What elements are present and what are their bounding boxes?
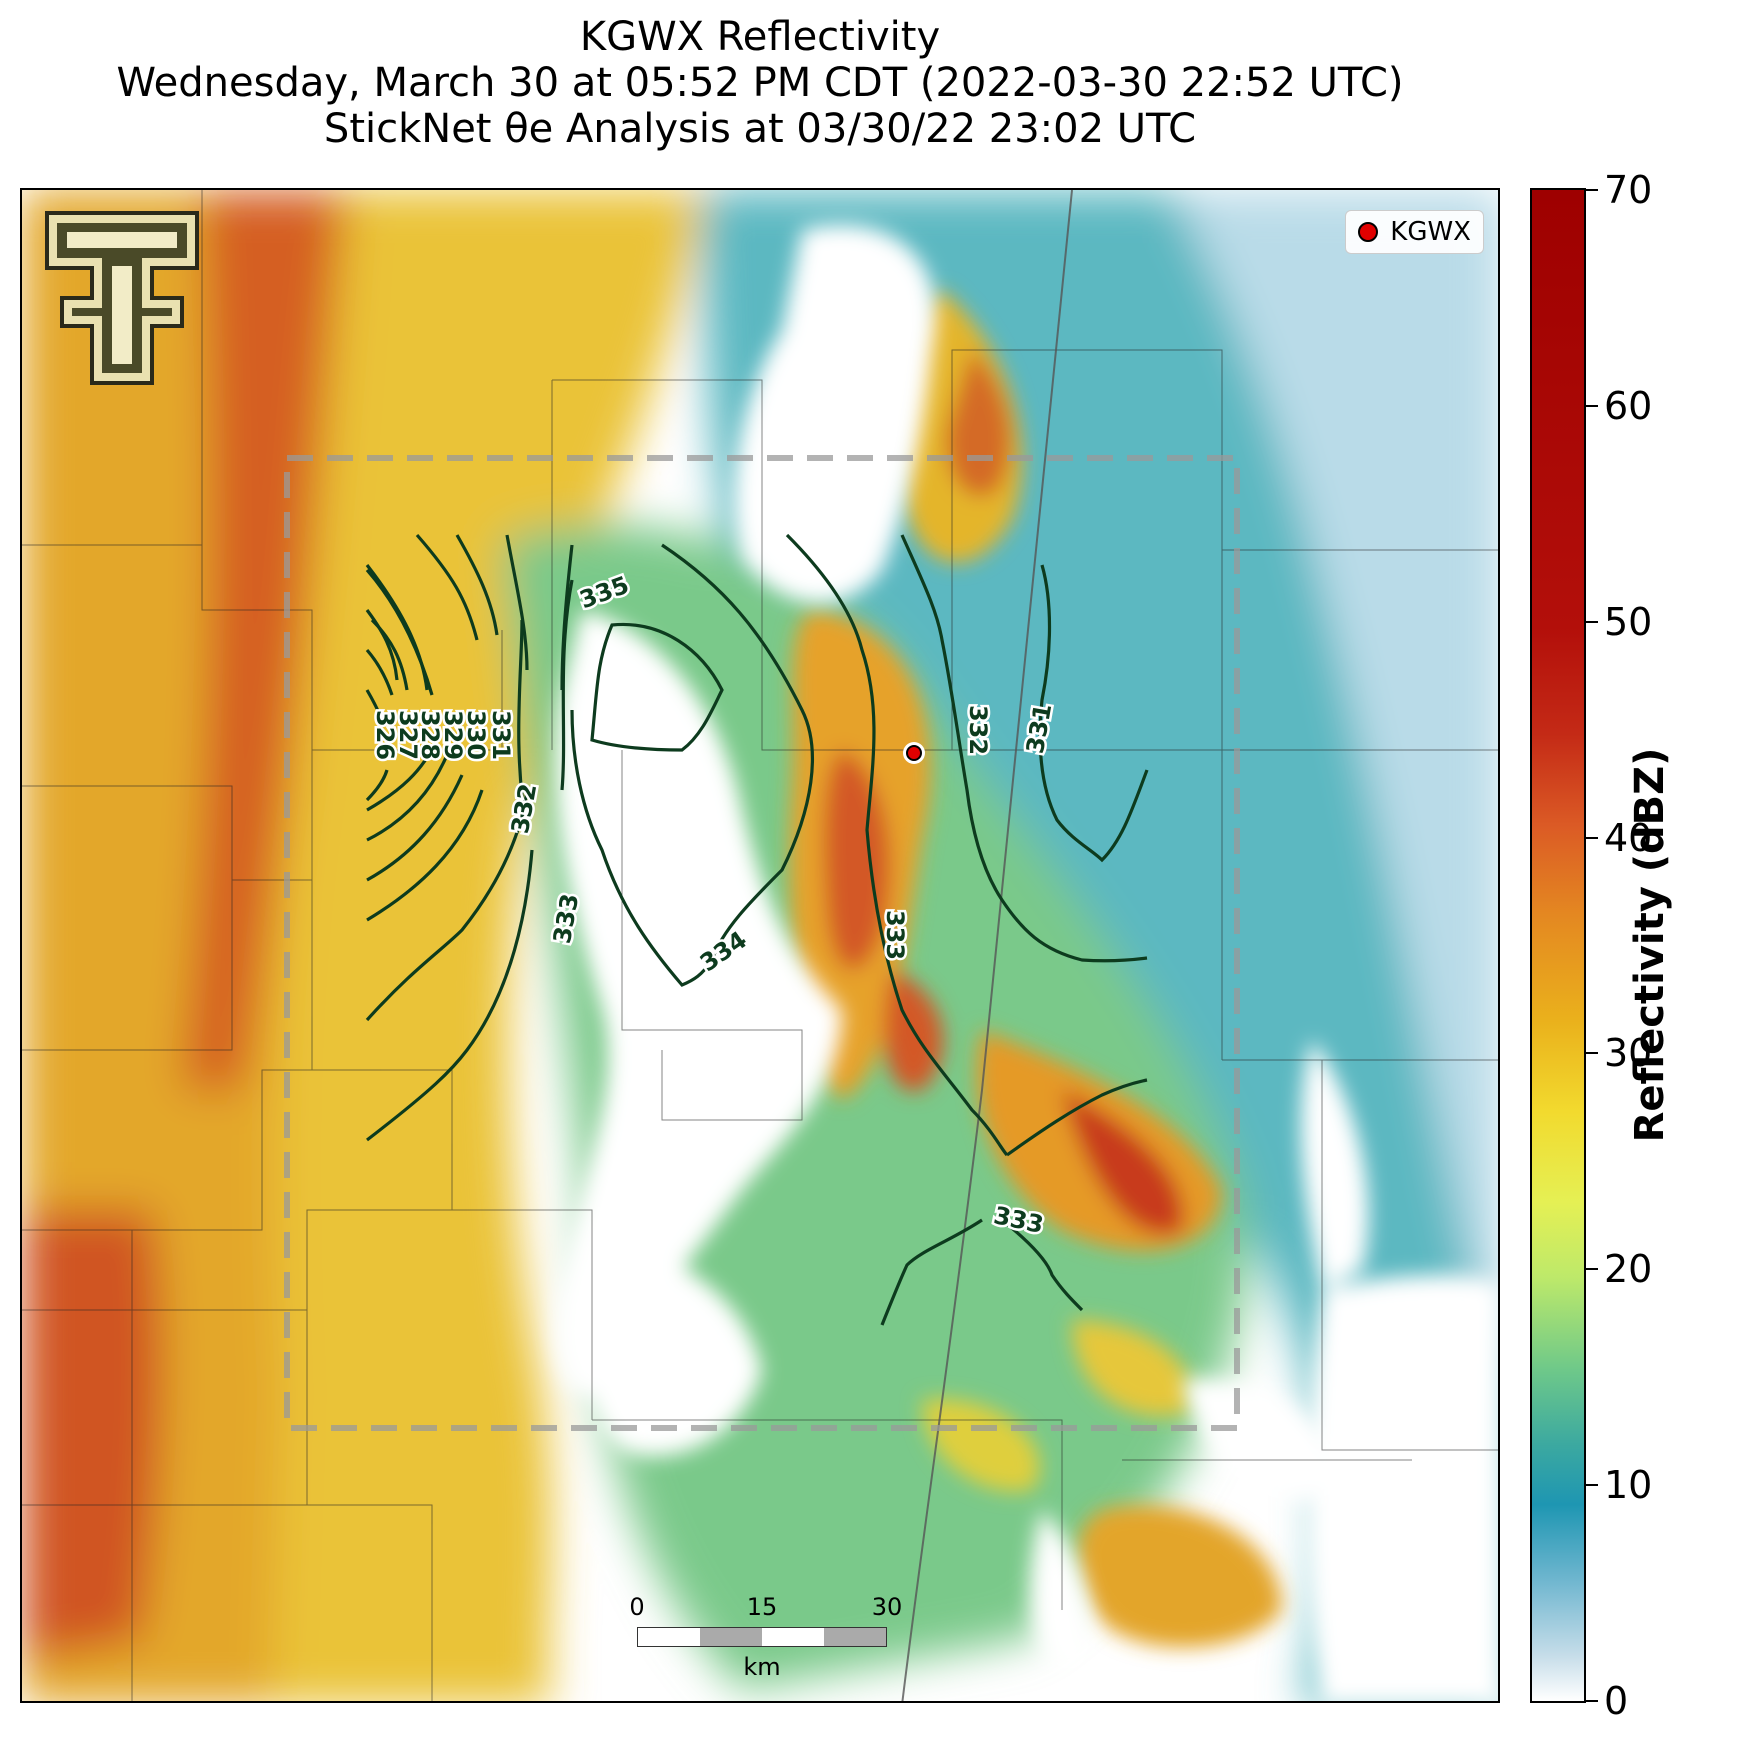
colorbar-tick-mark bbox=[1586, 1268, 1598, 1271]
colorbar-tick-label: 70 bbox=[1604, 168, 1653, 212]
colorbar-tick-mark bbox=[1586, 1484, 1598, 1487]
colorbar-tick-label: 0 bbox=[1604, 1679, 1629, 1723]
contour-label-329: 329 bbox=[439, 710, 467, 760]
colorbar-tick-label: 50 bbox=[1604, 599, 1653, 644]
legend-label: KGWX bbox=[1390, 217, 1471, 247]
contour-label-333: 333 bbox=[548, 892, 584, 946]
highway-line bbox=[901, 190, 1073, 1701]
contour-label-332-east: 332 bbox=[964, 705, 992, 755]
county-borders bbox=[22, 190, 1498, 1701]
texas-tech-logo bbox=[42, 208, 202, 388]
scale-bar: 0 15 30 km bbox=[629, 1593, 902, 1683]
colorbar: 70 60 50 40 30 20 10 0 Reflectivity (dBZ) bbox=[1530, 168, 1738, 1723]
contour-label-328: 328 bbox=[416, 710, 444, 760]
contour-label-333-mid: 333 bbox=[881, 910, 909, 960]
double-t-logo-icon bbox=[45, 211, 199, 385]
colorbar-tick-mark bbox=[1586, 836, 1598, 839]
radar-map[interactable]: 326 327 328 329 330 331 332 333 334 335 … bbox=[20, 188, 1500, 1703]
scale-tick-15: 15 bbox=[746, 1593, 778, 1621]
colorbar-tick-mark bbox=[1586, 404, 1598, 407]
colorbar-title: Reflectivity (dBZ) bbox=[1627, 747, 1673, 1143]
colorbar-tick-label: 20 bbox=[1604, 1247, 1653, 1292]
title-line-3: StickNet θe Analysis at 03/30/22 23:02 U… bbox=[323, 106, 1197, 152]
scale-tick-30: 30 bbox=[871, 1593, 903, 1621]
colorbar-tick-label: 60 bbox=[1604, 383, 1653, 428]
colorbar-tick-mark bbox=[1586, 620, 1598, 623]
scale-tick-0: 0 bbox=[629, 1593, 645, 1621]
scale-unit: km bbox=[743, 1653, 781, 1681]
title-line-2: Wednesday, March 30 at 05:52 PM CDT (202… bbox=[116, 60, 1404, 106]
contour-label-326: 326 bbox=[371, 710, 399, 760]
station-dot-icon bbox=[1358, 222, 1379, 242]
radar-reflectivity-layer: 326 327 328 329 330 331 332 333 334 335 … bbox=[22, 190, 1498, 1701]
colorbar-tick-label: 40 bbox=[1604, 815, 1653, 860]
contour-label-330: 330 bbox=[462, 710, 490, 760]
figure-title: KGWX Reflectivity Wednesday, March 30 at… bbox=[0, 14, 1520, 152]
map-legend: KGWX bbox=[1345, 210, 1484, 254]
theta-e-contours bbox=[365, 533, 1149, 1326]
colorbar-gradient bbox=[1530, 188, 1586, 1703]
colorbar-tick-label: 30 bbox=[1604, 1031, 1653, 1076]
contour-label-327: 327 bbox=[394, 710, 422, 760]
scale-bar-segments bbox=[637, 1627, 887, 1647]
kgwx-station-marker[interactable] bbox=[906, 745, 922, 761]
colorbar-tick-mark bbox=[1586, 1700, 1598, 1702]
colorbar-tick-label: 10 bbox=[1604, 1463, 1653, 1508]
colorbar-tick-mark bbox=[1586, 1052, 1598, 1055]
colorbar-tick-mark bbox=[1586, 189, 1598, 191]
title-line-1: KGWX Reflectivity bbox=[579, 14, 941, 60]
contour-label-331: 331 bbox=[487, 710, 515, 760]
